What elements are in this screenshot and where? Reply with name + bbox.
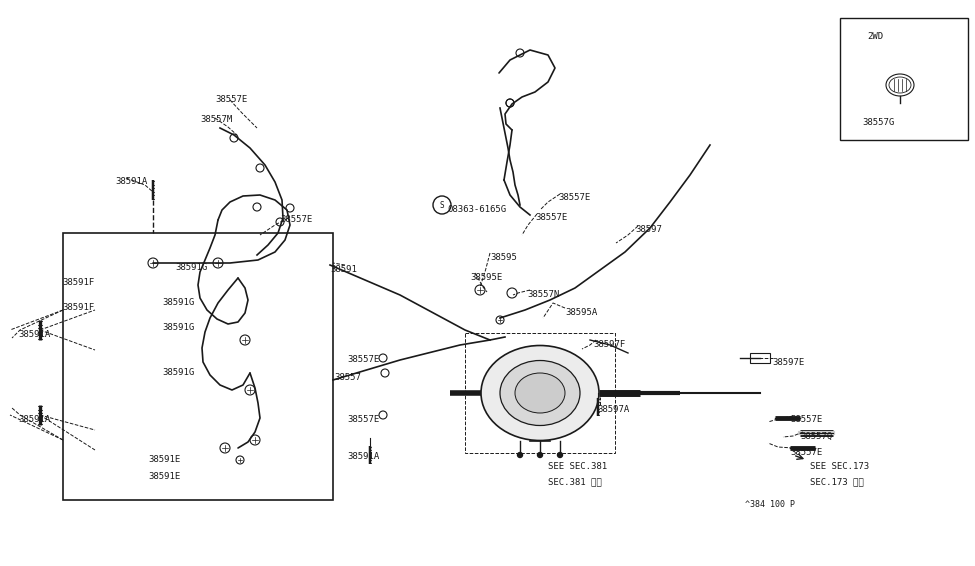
Text: 38591G: 38591G bbox=[162, 323, 194, 332]
Text: 2WD: 2WD bbox=[867, 32, 883, 41]
Text: 38591F: 38591F bbox=[62, 278, 95, 287]
Circle shape bbox=[518, 452, 523, 457]
Text: SEE SEC.381: SEE SEC.381 bbox=[548, 462, 607, 471]
Text: 38557E: 38557E bbox=[347, 355, 379, 364]
Ellipse shape bbox=[500, 361, 580, 426]
Text: 38591E: 38591E bbox=[148, 472, 180, 481]
Text: 38595: 38595 bbox=[490, 253, 517, 262]
Text: 38595E: 38595E bbox=[470, 273, 502, 282]
Text: 38597E: 38597E bbox=[772, 358, 804, 367]
Text: 38557E: 38557E bbox=[790, 415, 822, 424]
Text: 38591A: 38591A bbox=[18, 330, 51, 339]
Text: 38591: 38591 bbox=[330, 265, 357, 274]
Text: ^384 100 P: ^384 100 P bbox=[745, 500, 795, 509]
Text: SEC.173 参照: SEC.173 参照 bbox=[810, 477, 864, 486]
Ellipse shape bbox=[481, 345, 599, 440]
Text: 08363-6165G: 08363-6165G bbox=[447, 205, 506, 214]
Text: SEC.381 参照: SEC.381 参照 bbox=[548, 477, 602, 486]
Bar bbox=[750, 353, 770, 363]
Text: 38557E: 38557E bbox=[215, 95, 248, 104]
Bar bbox=[465, 333, 615, 453]
Circle shape bbox=[537, 452, 542, 457]
Bar bbox=[840, 18, 968, 140]
Text: SEE SEC.173: SEE SEC.173 bbox=[810, 462, 869, 471]
Text: 38557M: 38557M bbox=[200, 115, 232, 124]
Text: 38595A: 38595A bbox=[565, 308, 598, 317]
Text: 38557E: 38557E bbox=[280, 215, 312, 224]
Text: S: S bbox=[440, 200, 445, 209]
Bar bbox=[63, 233, 333, 500]
Text: 38591E: 38591E bbox=[148, 455, 180, 464]
Text: 38591A: 38591A bbox=[18, 415, 51, 424]
Text: 38591A: 38591A bbox=[347, 452, 379, 461]
Text: 38557E: 38557E bbox=[558, 193, 590, 202]
Text: 38597: 38597 bbox=[635, 225, 662, 234]
Text: 38591G: 38591G bbox=[162, 298, 194, 307]
Text: 38557E: 38557E bbox=[790, 448, 822, 457]
Text: 38591F: 38591F bbox=[62, 303, 95, 312]
Text: 38557N: 38557N bbox=[527, 290, 560, 299]
Circle shape bbox=[558, 452, 563, 457]
Text: 38591A: 38591A bbox=[115, 177, 147, 186]
Text: 38557: 38557 bbox=[334, 373, 361, 382]
Text: 38591G: 38591G bbox=[175, 263, 208, 272]
Text: 38557G: 38557G bbox=[862, 118, 894, 127]
Text: 38597F: 38597F bbox=[593, 340, 625, 349]
Text: 38591G: 38591G bbox=[162, 368, 194, 377]
Text: 38557E: 38557E bbox=[347, 415, 379, 424]
Ellipse shape bbox=[515, 373, 565, 413]
Text: 38557Q: 38557Q bbox=[800, 432, 833, 441]
Text: 38597A: 38597A bbox=[597, 405, 629, 414]
Text: 38557E: 38557E bbox=[535, 213, 567, 222]
